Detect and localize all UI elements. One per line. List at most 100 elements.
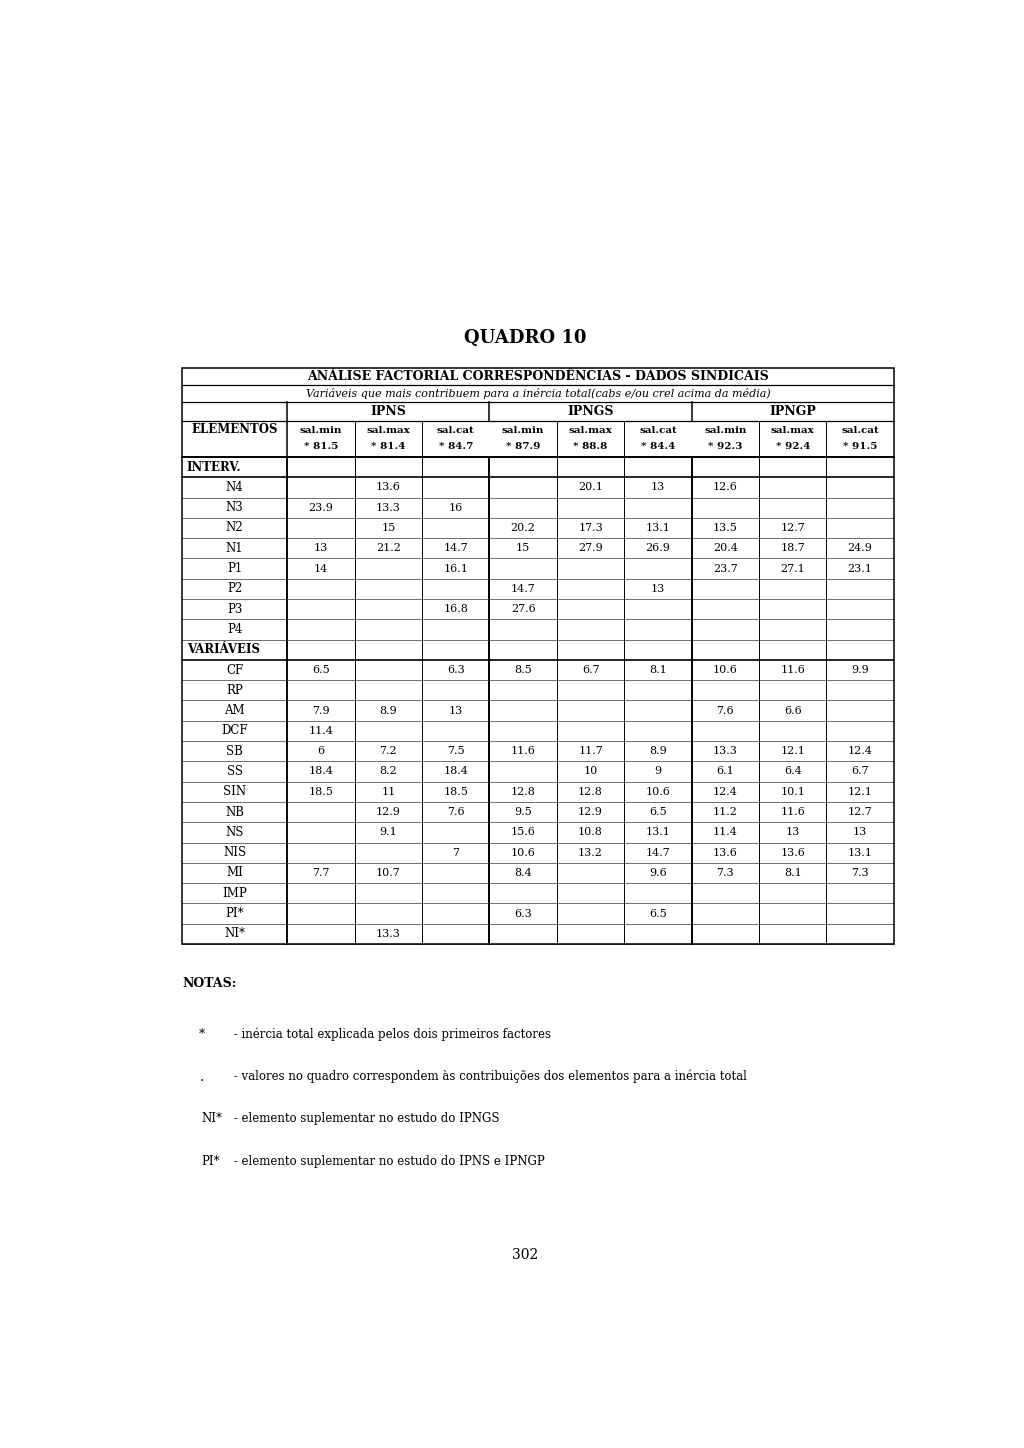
Text: 12.1: 12.1 bbox=[848, 786, 872, 796]
Text: 13.6: 13.6 bbox=[376, 482, 400, 492]
Text: 13.6: 13.6 bbox=[780, 847, 805, 857]
Text: *: * bbox=[199, 1028, 205, 1041]
Text: - inércia total explicada pelos dois primeiros factores: - inércia total explicada pelos dois pri… bbox=[229, 1028, 551, 1041]
Text: 12.8: 12.8 bbox=[579, 786, 603, 796]
Text: 13.1: 13.1 bbox=[645, 827, 671, 837]
Text: 14.7: 14.7 bbox=[645, 847, 671, 857]
Text: 302: 302 bbox=[512, 1248, 538, 1263]
Text: 18.7: 18.7 bbox=[780, 543, 805, 553]
Text: 9: 9 bbox=[654, 766, 662, 776]
Text: PI*: PI* bbox=[225, 906, 244, 919]
Text: IMP: IMP bbox=[222, 886, 247, 899]
Text: 6.3: 6.3 bbox=[514, 908, 532, 918]
Text: P2: P2 bbox=[227, 582, 243, 595]
Text: 13: 13 bbox=[785, 827, 800, 837]
Text: * 91.5: * 91.5 bbox=[843, 443, 878, 452]
Text: 9.6: 9.6 bbox=[649, 867, 667, 877]
Text: 15: 15 bbox=[381, 523, 395, 533]
Text: .: . bbox=[200, 1070, 204, 1085]
Text: 8.1: 8.1 bbox=[649, 665, 667, 675]
Text: ANÁLISE FACTORIAL CORRESPONDÊNCIAS - DADOS SINDICAIS: ANÁLISE FACTORIAL CORRESPONDÊNCIAS - DAD… bbox=[307, 369, 769, 382]
Text: P3: P3 bbox=[227, 602, 243, 615]
Text: NS: NS bbox=[225, 825, 244, 838]
Text: sal.max: sal.max bbox=[771, 426, 815, 434]
Text: CF: CF bbox=[226, 663, 244, 676]
Text: RP: RP bbox=[226, 683, 243, 696]
Text: AM: AM bbox=[224, 704, 245, 717]
Text: 11: 11 bbox=[381, 786, 395, 796]
Text: * 88.8: * 88.8 bbox=[573, 443, 607, 452]
Text: 23.7: 23.7 bbox=[713, 563, 737, 573]
Text: N3: N3 bbox=[225, 501, 244, 514]
Text: 16.1: 16.1 bbox=[443, 563, 468, 573]
Text: sal.max: sal.max bbox=[367, 426, 411, 434]
Text: 10: 10 bbox=[584, 766, 598, 776]
Text: PI*: PI* bbox=[202, 1154, 220, 1167]
Text: * 81.4: * 81.4 bbox=[372, 443, 406, 452]
Text: NIS: NIS bbox=[223, 846, 246, 859]
Text: 16.8: 16.8 bbox=[443, 604, 468, 614]
Text: 14.7: 14.7 bbox=[443, 543, 468, 553]
Text: DCF: DCF bbox=[221, 724, 248, 737]
Text: 13: 13 bbox=[449, 705, 463, 715]
Text: 18.4: 18.4 bbox=[443, 766, 468, 776]
Text: sal.min: sal.min bbox=[705, 426, 746, 434]
Text: sal.cat: sal.cat bbox=[639, 426, 677, 434]
Text: 6.7: 6.7 bbox=[582, 665, 599, 675]
Text: 13: 13 bbox=[651, 482, 665, 492]
Text: 7.2: 7.2 bbox=[380, 746, 397, 756]
Text: 10.7: 10.7 bbox=[376, 867, 400, 877]
Text: 6.6: 6.6 bbox=[783, 705, 802, 715]
Text: 18.5: 18.5 bbox=[308, 786, 334, 796]
Text: 23.9: 23.9 bbox=[308, 502, 334, 513]
Text: - elemento suplementar no estudo do IPNS e IPNGP: - elemento suplementar no estudo do IPNS… bbox=[229, 1154, 545, 1167]
Text: 13: 13 bbox=[314, 543, 328, 553]
Text: 13: 13 bbox=[853, 827, 867, 837]
Text: MI: MI bbox=[226, 866, 243, 879]
Text: sal.cat: sal.cat bbox=[437, 426, 475, 434]
Text: 11.6: 11.6 bbox=[780, 807, 805, 817]
Text: 6.5: 6.5 bbox=[649, 807, 667, 817]
Text: 6.5: 6.5 bbox=[649, 908, 667, 918]
Text: 7.6: 7.6 bbox=[717, 705, 734, 715]
Text: 11.6: 11.6 bbox=[511, 746, 536, 756]
Text: 9.1: 9.1 bbox=[380, 827, 397, 837]
Text: NI*: NI* bbox=[224, 927, 245, 940]
Text: 24.9: 24.9 bbox=[848, 543, 872, 553]
Text: P1: P1 bbox=[227, 562, 243, 575]
Text: QUADRO 10: QUADRO 10 bbox=[464, 329, 586, 346]
Text: 18.4: 18.4 bbox=[308, 766, 334, 776]
Text: 27.1: 27.1 bbox=[780, 563, 805, 573]
Text: 8.9: 8.9 bbox=[649, 746, 667, 756]
Text: 8.5: 8.5 bbox=[514, 665, 532, 675]
Text: VARIÁVEIS: VARIÁVEIS bbox=[186, 643, 260, 656]
Text: 13.2: 13.2 bbox=[579, 847, 603, 857]
Text: N1: N1 bbox=[226, 542, 244, 555]
Text: 23.1: 23.1 bbox=[848, 563, 872, 573]
Text: 11.4: 11.4 bbox=[308, 725, 334, 736]
Text: 10.6: 10.6 bbox=[645, 786, 671, 796]
Text: 7.6: 7.6 bbox=[447, 807, 465, 817]
Text: 20.2: 20.2 bbox=[511, 523, 536, 533]
Text: 6: 6 bbox=[317, 746, 325, 756]
Text: sal.min: sal.min bbox=[300, 426, 342, 434]
Text: 12.4: 12.4 bbox=[713, 786, 737, 796]
Text: 20.4: 20.4 bbox=[713, 543, 737, 553]
Text: * 92.3: * 92.3 bbox=[709, 443, 742, 452]
Text: SIN: SIN bbox=[223, 785, 246, 798]
Text: SB: SB bbox=[226, 744, 243, 757]
Text: 13: 13 bbox=[651, 584, 665, 594]
Text: * 87.9: * 87.9 bbox=[506, 443, 541, 452]
Text: 12.8: 12.8 bbox=[511, 786, 536, 796]
Text: 10.6: 10.6 bbox=[713, 665, 737, 675]
Text: 12.9: 12.9 bbox=[376, 807, 400, 817]
Text: 11.4: 11.4 bbox=[713, 827, 737, 837]
Text: 13.3: 13.3 bbox=[376, 502, 400, 513]
Text: 21.2: 21.2 bbox=[376, 543, 400, 553]
Text: IPNGP: IPNGP bbox=[769, 405, 816, 418]
Text: NOTAS:: NOTAS: bbox=[182, 977, 237, 990]
Text: 10.8: 10.8 bbox=[579, 827, 603, 837]
Text: 6.5: 6.5 bbox=[312, 665, 330, 675]
Text: - elemento suplementar no estudo do IPNGS: - elemento suplementar no estudo do IPNG… bbox=[229, 1112, 499, 1125]
Text: 13.3: 13.3 bbox=[713, 746, 737, 756]
